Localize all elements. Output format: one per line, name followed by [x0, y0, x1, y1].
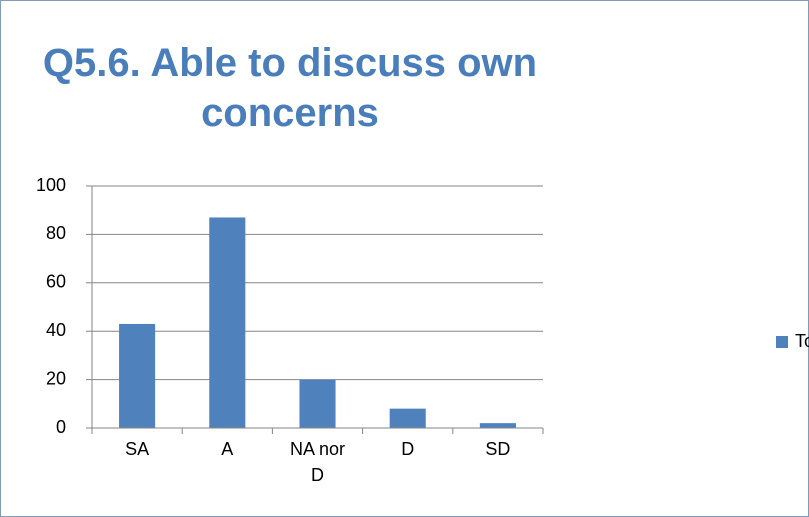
legend-swatch — [776, 336, 788, 348]
y-tick-label: 100 — [36, 175, 66, 195]
x-tick-label: SD — [485, 439, 511, 459]
x-tick-label: A — [221, 439, 234, 459]
chart-title: Q5.6. Able to discuss own concerns — [42, 41, 538, 135]
y-tick-label: 40 — [46, 320, 66, 340]
bar — [389, 408, 426, 428]
bar — [209, 217, 246, 428]
y-tick-label: 80 — [46, 223, 66, 243]
x-tick-label: D — [401, 439, 415, 459]
bar — [479, 423, 516, 428]
y-tick-label: 0 — [56, 417, 66, 437]
x-tick-label: SA — [125, 439, 150, 459]
legend-label: Total Participants — [795, 331, 809, 351]
bar — [299, 379, 336, 428]
bar — [119, 323, 156, 428]
y-tick-label: 20 — [46, 368, 66, 388]
y-tick-label: 60 — [46, 272, 66, 292]
x-tick-label: NA nor D — [289, 439, 346, 485]
